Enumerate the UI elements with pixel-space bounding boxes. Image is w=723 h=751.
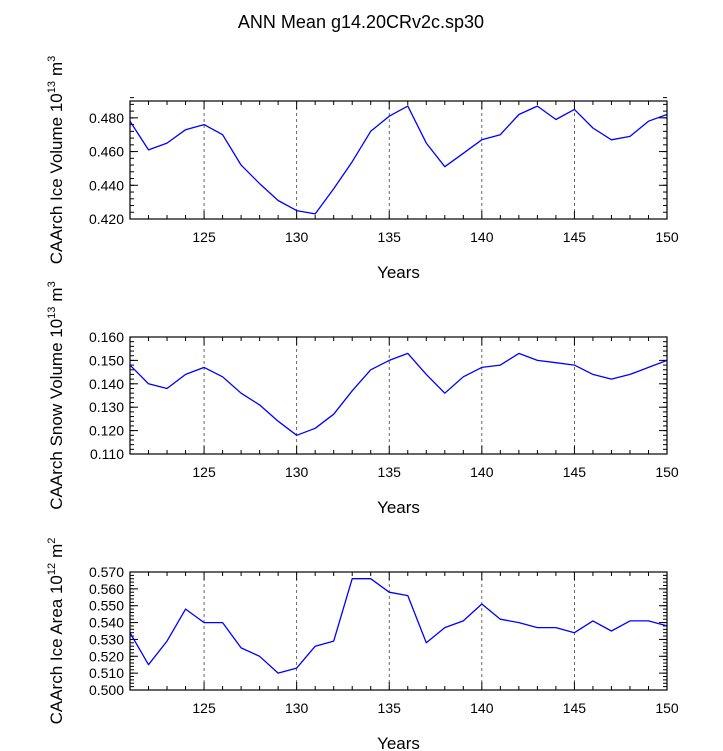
- y-tick-label: 0.130: [89, 399, 124, 415]
- x-tick-label: 140: [470, 464, 494, 480]
- x-axis-label: Years: [377, 734, 420, 751]
- x-tick-label: 150: [655, 229, 679, 245]
- y-axis-label: CAArch Ice Area 1012 m2: [46, 538, 66, 725]
- plot-frame: [129, 571, 668, 691]
- chart-panel-1: 125 130 135 140 145 150 0.420 0.440 0.460 0.480 Ye…: [46, 56, 679, 282]
- plot-frame: [129, 336, 668, 455]
- x-axis-label: Years: [377, 498, 420, 517]
- y-axis-label-main: CAArch Ice Area 10: [47, 575, 66, 724]
- y-tick-label: 0.110: [90, 446, 124, 462]
- y-axis-label-exponent: 13: [46, 307, 58, 319]
- y-tick-label: 0.570: [89, 564, 124, 580]
- x-tick-label: 130: [285, 700, 309, 716]
- y-tick-label: 0.460: [89, 144, 124, 160]
- y-tick-label: 0.500: [89, 682, 124, 698]
- y-axis-label-unit: m: [47, 62, 66, 76]
- y-tick-label: 0.550: [89, 598, 124, 614]
- x-tick-label: 140: [470, 700, 494, 716]
- y-tick-label: 0.540: [89, 615, 124, 631]
- chart-panel-2: 125 130 135 140 145 150 0.110 0.120 0.130 0.140 0.…: [46, 281, 679, 517]
- y-axis-label-unit: m: [47, 287, 66, 301]
- x-tick-label: 145: [563, 700, 587, 716]
- x-tick-label: 135: [378, 700, 402, 716]
- x-tick-label: 135: [378, 229, 402, 245]
- x-axis-label: Years: [377, 263, 420, 282]
- y-tick-label: 0.140: [89, 376, 124, 392]
- chart-panel-3: 125 130 135 140 145 1500.5000.5100.5200.5300.…: [46, 538, 679, 751]
- y-axis-label-unit: m: [47, 544, 66, 558]
- x-tick-label: 125: [192, 229, 216, 245]
- x-tick-label: 125: [192, 700, 216, 716]
- figure-title: ANN Mean g14.20CRv2c.sp30: [238, 12, 484, 32]
- y-axis-label-exponent: 13: [46, 81, 58, 93]
- y-axis-label-unit-exponent: 2: [46, 538, 58, 544]
- x-tick-label: 130: [285, 464, 309, 480]
- y-axis-label-main: CAArch Snow Volume 10: [47, 319, 66, 510]
- y-tick-label: 0.530: [89, 631, 124, 647]
- y-tick-label: 0.160: [89, 329, 124, 345]
- x-tick-label: 130: [285, 229, 309, 245]
- x-tick-label: 135: [378, 464, 402, 480]
- series-line-1: [129, 578, 668, 674]
- series-line-1: [129, 105, 668, 215]
- y-axis-label-unit-exponent: 3: [46, 281, 58, 287]
- y-axis-label-unit-exponent: 3: [46, 56, 58, 62]
- x-tick-label: 150: [655, 464, 679, 480]
- y-tick-label: 0.120: [89, 423, 124, 439]
- y-axis-label-exponent: 12: [46, 563, 58, 575]
- y-tick-label: 0.560: [89, 581, 124, 597]
- x-tick-label: 140: [470, 229, 494, 245]
- x-tick-label: 145: [563, 229, 587, 245]
- x-tick-label: 125: [192, 464, 216, 480]
- y-axis-label-main: CAArch Ice Volume 10: [47, 93, 66, 264]
- plot-frame: [129, 100, 668, 220]
- y-tick-label: 0.150: [89, 352, 124, 368]
- x-tick-label: 145: [563, 464, 587, 480]
- y-axis-label: CAArch Ice Volume 1013 m3: [46, 56, 66, 265]
- y-tick-label: 0.440: [89, 177, 124, 193]
- y-tick-label: 0.520: [89, 648, 124, 664]
- y-axis-label: CAArch Snow Volume 1013 m3: [46, 281, 66, 509]
- x-tick-label: 150: [655, 700, 679, 716]
- series-line-1: [129, 352, 668, 436]
- y-tick-label: 0.480: [89, 110, 124, 126]
- y-tick-label: 0.420: [89, 211, 124, 227]
- y-tick-label: 0.510: [89, 665, 124, 681]
